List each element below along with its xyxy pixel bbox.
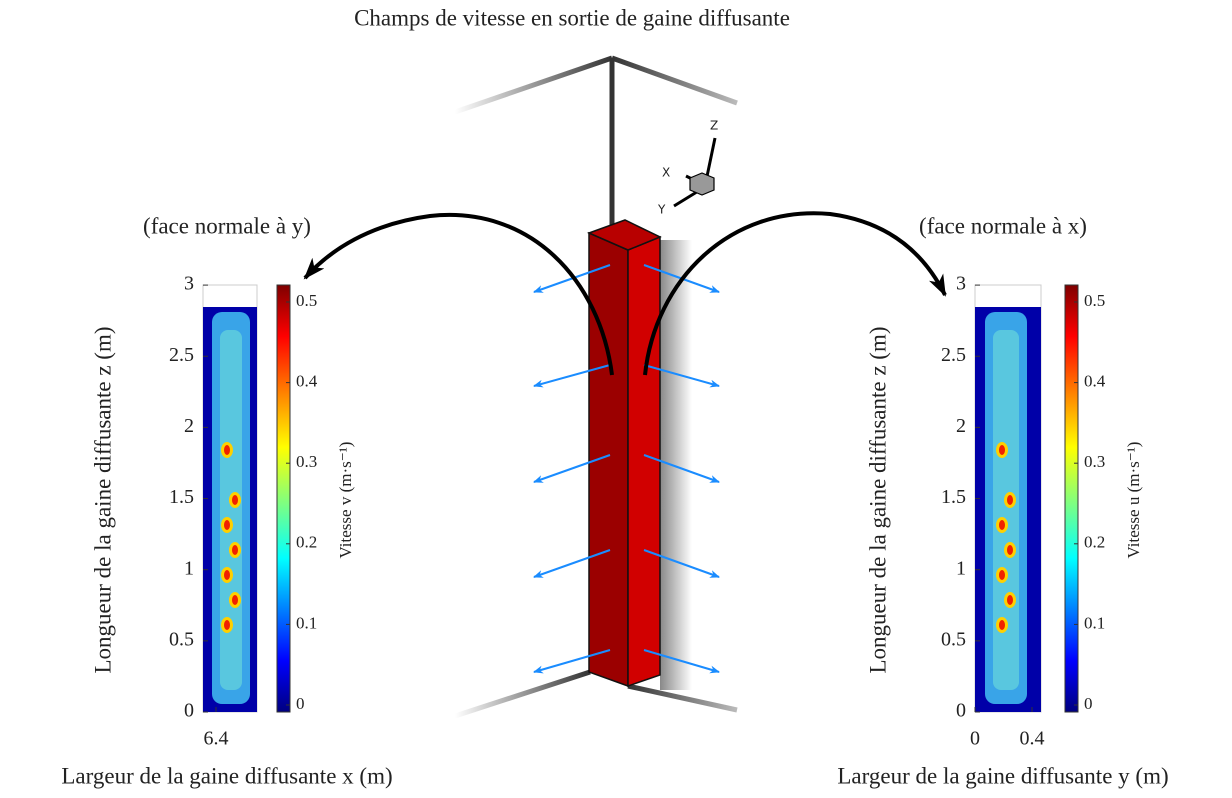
heatmap-hotspot [232, 495, 238, 505]
colorbar-tick-label: 0.1 [1084, 613, 1105, 632]
y-tick-label: 2.5 [941, 344, 966, 366]
heatmap-hotspot [1007, 595, 1013, 605]
x-tick-label: 6.4 [204, 728, 229, 750]
room-edges [454, 55, 738, 719]
y-tick-label: 1.5 [169, 486, 194, 508]
colorbar [276, 284, 291, 713]
x-axis-label: Largeur de la gaine diffusante y (m) [837, 763, 1168, 788]
heatmap-hotspot [232, 595, 238, 605]
y-tick-label: 0 [956, 700, 966, 722]
duct [586, 219, 692, 690]
heatmap-core [993, 330, 1019, 690]
y-tick-label: 1.5 [941, 486, 966, 508]
colorbar-tick-label: 0.4 [296, 372, 318, 391]
heatmap-hotspot [999, 570, 1005, 580]
heatmap-hotspot [224, 620, 230, 630]
panel-caption: (face normale à y) [143, 213, 311, 238]
x-axis-label: Largeur de la gaine diffusante x (m) [61, 763, 392, 788]
colorbar-tick-label: 0.4 [1084, 372, 1106, 391]
colorbar-tick-label: 0 [296, 694, 305, 713]
heatmap-hotspot [999, 520, 1005, 530]
colorbar-tick-label: 0.3 [1084, 452, 1105, 471]
y-axis-label: Longueur de la gaine diffusante z (m) [90, 327, 115, 674]
y-tick-label: 2 [184, 415, 194, 437]
axis-triad [673, 137, 717, 208]
figure-title: Champs de vitesse en sortie de gaine dif… [354, 5, 790, 30]
y-tick-label: 2.5 [169, 344, 194, 366]
heatmap-hotspot [999, 620, 1005, 630]
panel-caption: (face normale à x) [919, 213, 1087, 238]
heatmap-hotspot [1007, 545, 1013, 555]
heatmap-hotspot [224, 570, 230, 580]
colorbar-tick-label: 0.5 [296, 291, 317, 310]
y-tick-label: 1 [956, 557, 966, 579]
triad-label: Z [710, 119, 718, 133]
heatmap-hotspot [232, 545, 238, 555]
heatmap-hotspot [224, 445, 230, 455]
triad-label: X [662, 166, 670, 180]
colorbar [1064, 284, 1079, 713]
y-tick-label: 1 [184, 557, 194, 579]
heatmap-hotspot [1007, 495, 1013, 505]
face-arrows [303, 211, 947, 376]
colorbar-label: Vitesse v (m·s⁻¹) [336, 442, 355, 559]
airflow-arrows [533, 264, 720, 674]
triad-label: Y [657, 203, 666, 217]
heatmap-hotspot [224, 520, 230, 530]
y-tick-label: 3 [184, 273, 194, 295]
y-tick-label: 0.5 [169, 628, 194, 650]
y-tick-label: 0.5 [941, 628, 966, 650]
colorbar-label: Vitesse u (m·s⁻¹) [1124, 442, 1143, 559]
colorbar-tick-label: 0.1 [296, 613, 317, 632]
colorbar-tick-label: 0.5 [1084, 291, 1105, 310]
colorbar-tick-label: 0.2 [1084, 533, 1105, 552]
heatmap-core [220, 330, 242, 690]
y-tick-label: 2 [956, 415, 966, 437]
y-axis-label: Longueur de la gaine diffusante z (m) [865, 327, 890, 674]
colorbar-tick-label: 0 [1084, 694, 1093, 713]
y-tick-label: 3 [956, 273, 966, 295]
colorbar-tick-label: 0.3 [296, 452, 317, 471]
heatmap-hotspot [999, 445, 1005, 455]
x-tick-label: 0.4 [1020, 728, 1045, 750]
y-tick-label: 0 [184, 700, 194, 722]
colorbar-tick-label: 0.2 [296, 533, 317, 552]
x-tick-label: 0 [970, 728, 980, 750]
